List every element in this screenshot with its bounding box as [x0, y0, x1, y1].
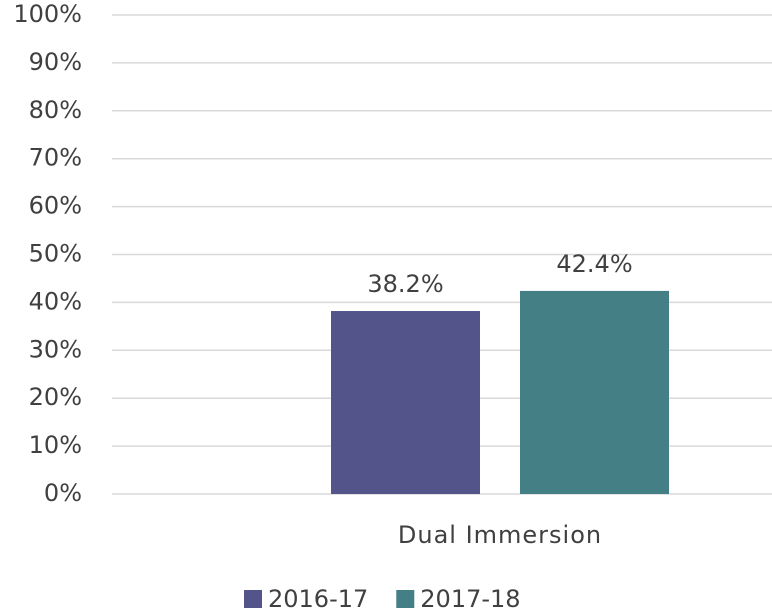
- y-tick-label: 100%: [13, 0, 82, 28]
- y-tick-label: 40%: [29, 287, 82, 315]
- legend-swatch: [396, 590, 415, 608]
- y-tick-label: 10%: [29, 431, 82, 459]
- y-tick-label: 20%: [29, 383, 82, 411]
- y-tick-label: 50%: [29, 240, 82, 268]
- y-tick-label: 30%: [29, 335, 82, 363]
- y-tick-label: 80%: [29, 96, 82, 124]
- x-tick-label: Dual Immersion: [398, 521, 602, 549]
- data-label: 38.2%: [367, 270, 443, 298]
- y-tick-label: 60%: [29, 192, 82, 220]
- bar: [520, 290, 669, 494]
- legend-label: 2016-17: [268, 585, 368, 613]
- legend-label: 2017-18: [420, 585, 520, 613]
- y-tick-label: 70%: [29, 144, 82, 172]
- y-tick-label: 90%: [29, 48, 82, 76]
- data-label: 42.4%: [556, 250, 632, 278]
- legend-swatch: [244, 590, 262, 608]
- bar: [331, 311, 480, 494]
- y-tick-label: 0%: [44, 479, 82, 507]
